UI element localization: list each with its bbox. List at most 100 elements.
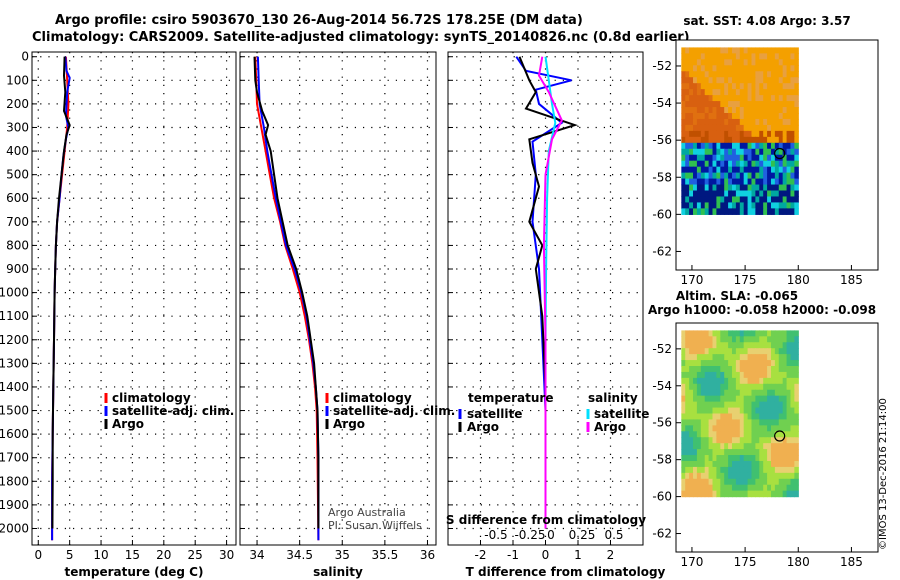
map-cell [782,395,788,403]
map-cell [689,53,694,60]
map-cell [759,484,764,492]
map-cell [747,472,753,480]
map-cell [728,196,733,204]
map-cell [693,360,698,367]
map-cell [782,154,788,162]
map-cell [763,113,768,120]
map-cell [689,202,694,209]
map-cell [751,484,756,492]
map-cell [767,118,772,126]
map-cell [759,196,764,204]
map-cell [704,101,710,108]
map-cell [712,196,717,204]
map-cell [700,59,706,66]
map-cell [751,354,756,361]
map-cell [770,107,776,114]
top-x-tick-label: -0.25 [514,528,545,542]
map-cell [751,118,756,126]
map-cell [728,208,733,215]
map-cell [712,53,717,60]
map-cell [731,118,737,126]
map-cell [759,443,764,450]
map-cell [739,366,745,373]
map-cell [763,371,768,379]
map-cell [782,89,788,96]
map-cell [731,160,737,168]
map-cell [685,336,690,343]
y-tick-label: -58 [652,453,672,467]
map-cell [767,484,772,492]
map-cell [696,47,702,54]
map-cell [735,407,741,415]
map-cell [751,490,756,498]
map-cell [704,472,710,480]
map-cell [720,83,725,90]
map-cell [708,413,714,421]
map-cell [790,455,795,462]
map-cell [782,136,788,144]
map-cell [720,130,725,138]
map-cell [689,336,694,343]
map-cell [755,395,760,403]
map-cell [704,431,710,438]
map-cell [700,154,706,162]
map-cell [739,208,745,215]
map-cell [751,371,756,379]
map-title: Altim. SLA: -0.065 [676,289,798,303]
map-cell [755,107,760,114]
map-cell [794,419,799,426]
map-cell [685,460,690,468]
x-tick-label: -2 [475,548,487,562]
map-cell [716,413,721,421]
legend-label: Argo [594,420,626,434]
map-cell [720,401,725,409]
map-cell [747,389,753,397]
map-cell [720,472,725,480]
map-cell [716,490,721,498]
map-cell [790,490,795,498]
map-cell [786,443,792,450]
map-cell [700,460,706,468]
map-cell [759,184,764,192]
map-cell [770,95,776,102]
map-cell [731,336,737,343]
map-cell [767,142,772,150]
map-cell [763,130,768,138]
map-cell [774,460,780,468]
map-cell [778,202,784,209]
map-cell [767,401,772,409]
map-cell [759,330,764,337]
map-cell [696,77,702,84]
map-cell [751,437,756,444]
map-cell [739,395,745,403]
map-cell [716,466,721,474]
map-cell [728,490,733,498]
map-cell [685,366,690,373]
map-cell [731,371,737,379]
map-cell [774,160,780,168]
map-cell [708,148,714,156]
map-cell [751,208,756,215]
map-cell [751,366,756,373]
map-cell [747,160,753,168]
map-cell [790,389,795,397]
map-cell [724,389,729,397]
map-cell [704,190,710,198]
map-cell [770,401,776,409]
map-cell [782,118,788,126]
map-cell [790,136,795,144]
series-line-salinity-argo [537,56,563,529]
map-cell [774,148,780,156]
map-cell [770,172,776,180]
map-cell [774,142,780,150]
map-cell [790,425,795,432]
map-cell [755,484,760,492]
map-cell [759,77,764,84]
map-cell [735,460,741,468]
map-cell [751,425,756,432]
map-cell [747,425,753,432]
map-cell [689,342,694,349]
map-cell [770,89,776,96]
map-cell [728,342,733,349]
map-cell [786,47,792,54]
